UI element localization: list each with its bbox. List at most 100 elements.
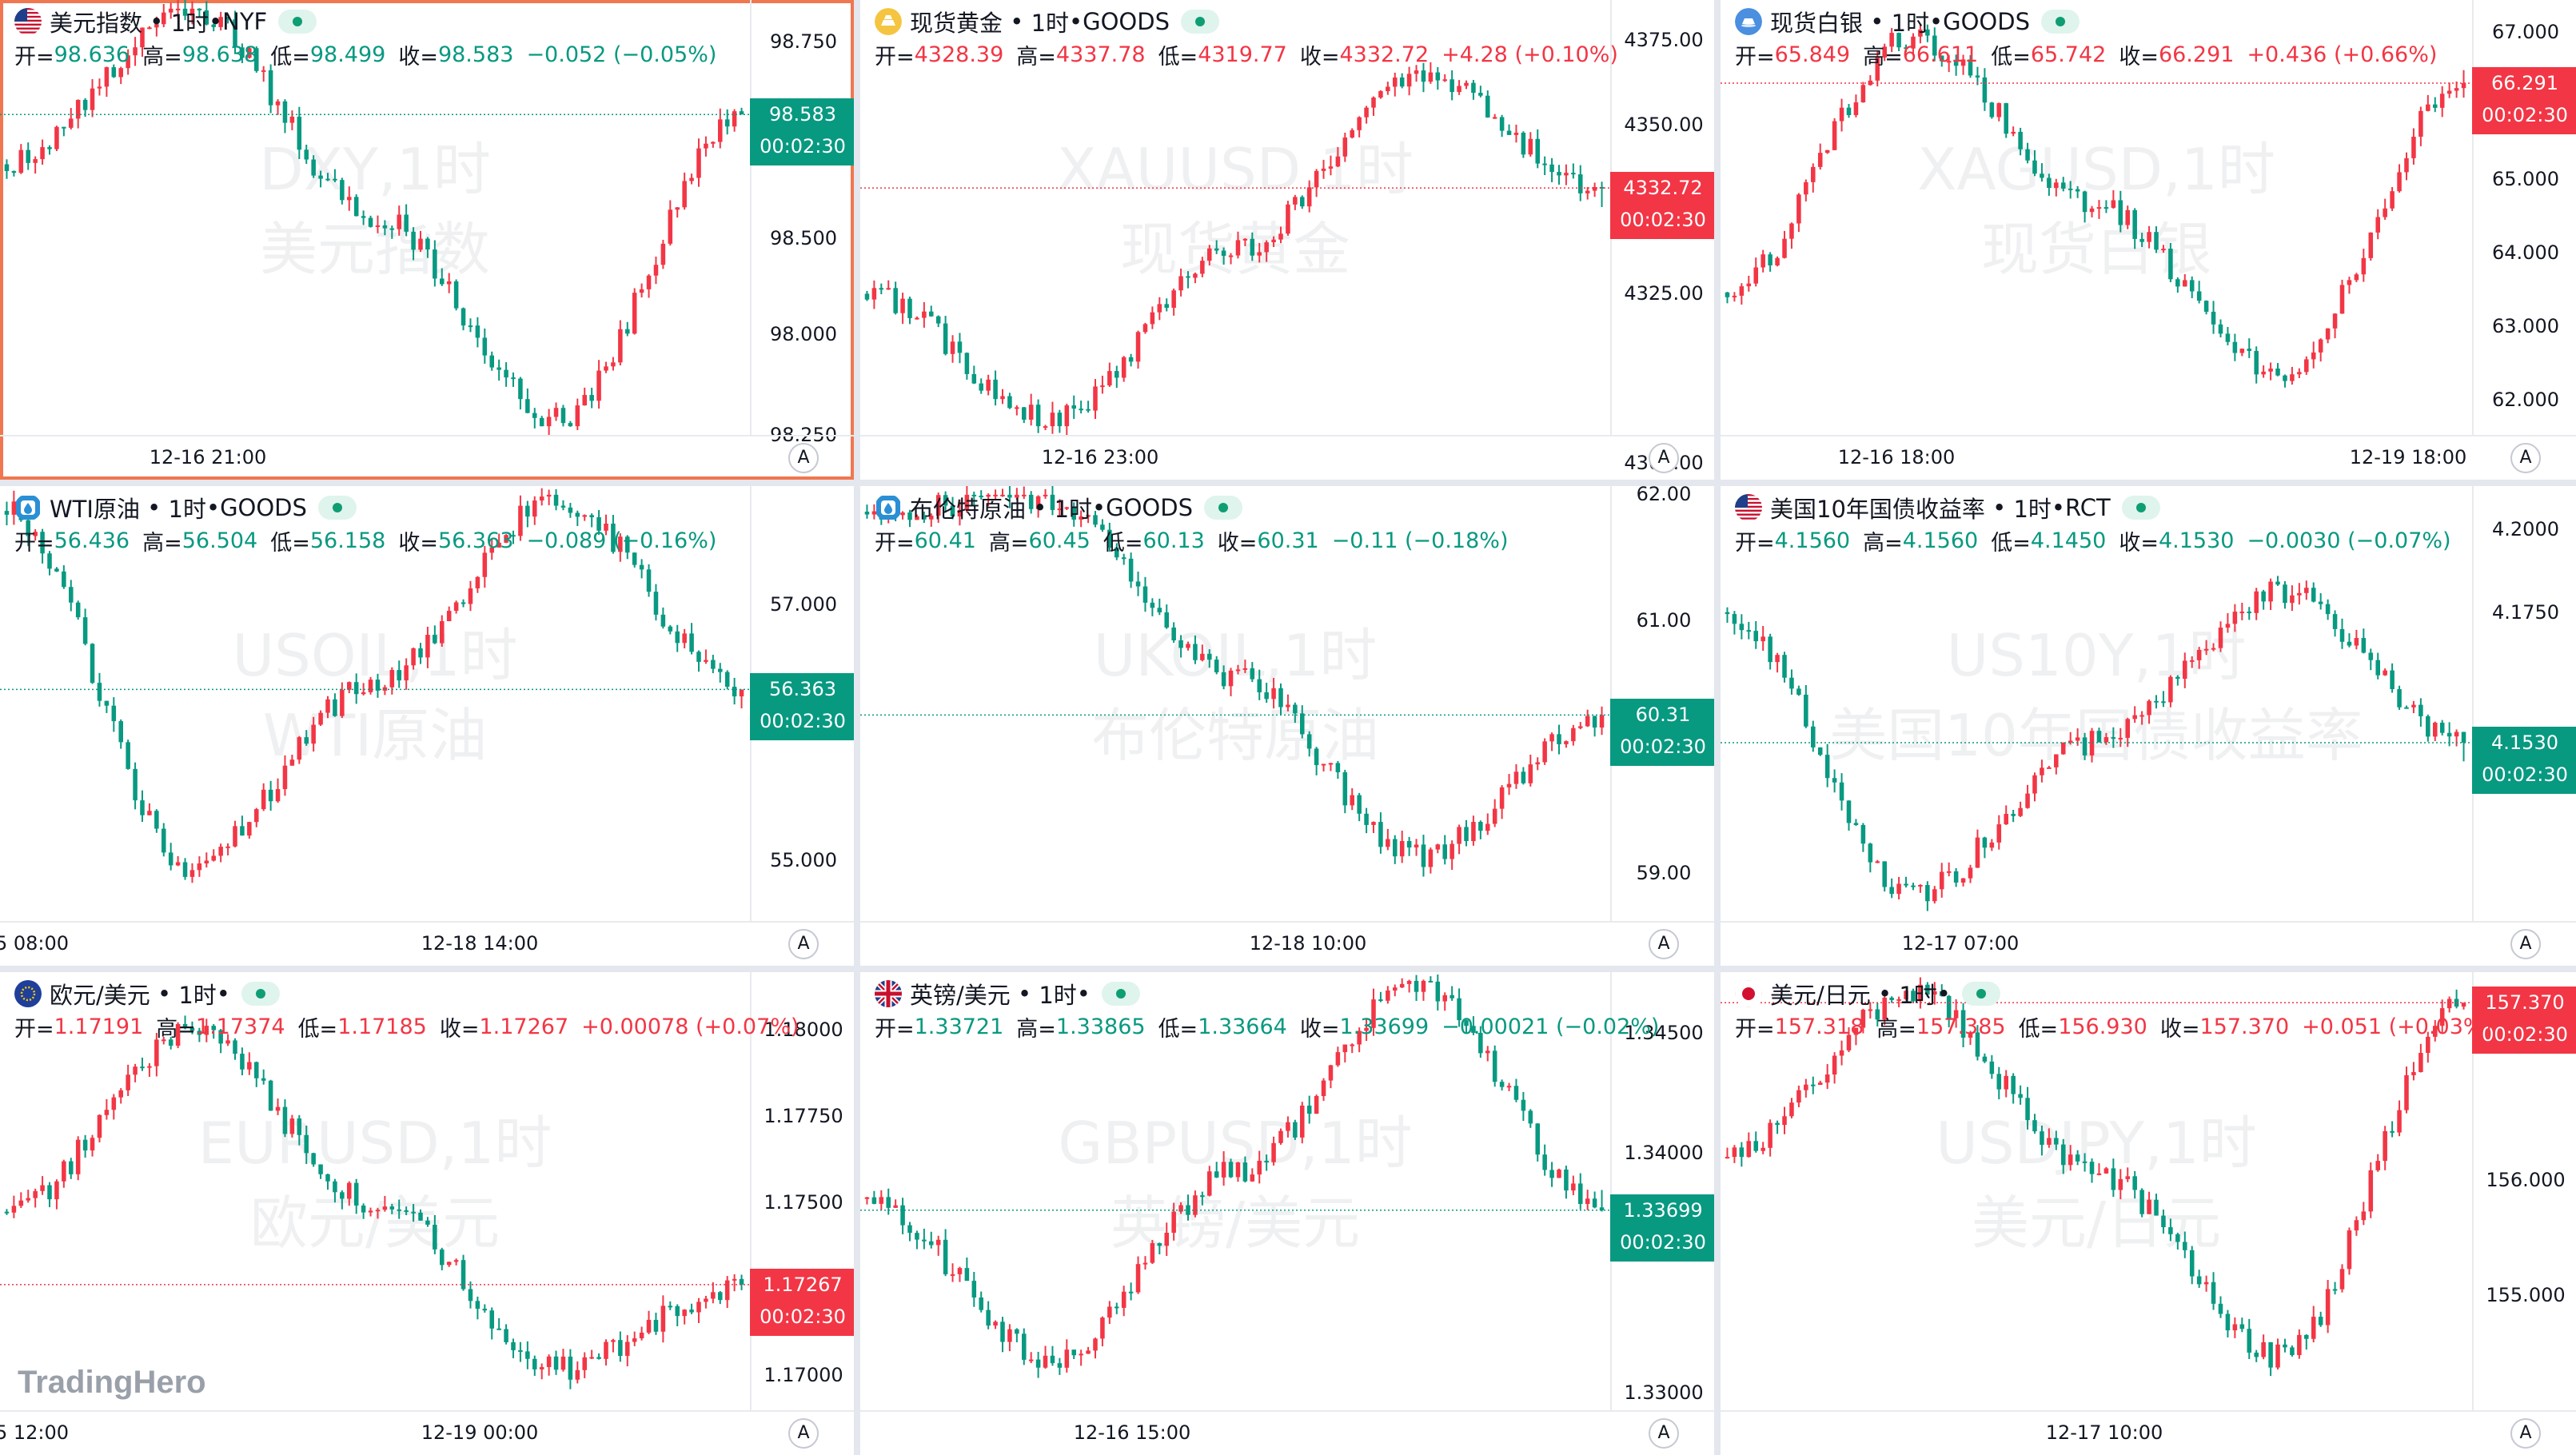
candlestick-plot[interactable] bbox=[0, 486, 750, 921]
symbol-title-row[interactable]: 布伦特原油 • 1时 • GOODS bbox=[875, 491, 1508, 524]
symbol-header[interactable]: 美国10年国债收益率 • 1时 • RCT 开= 4.1560 高= 4.1560 … bbox=[1735, 491, 2451, 556]
candle bbox=[2047, 766, 2052, 769]
ohlc-row: 开= 1.17191 高= 1.17374 低= 1.17185 收= 1.17267 … bbox=[14, 1011, 799, 1042]
symbol-title-row[interactable]: 现货白银 • 1时 • GOODS bbox=[1735, 5, 2437, 38]
candle bbox=[871, 280, 877, 309]
time-axis[interactable]: 12-17 10:00 A bbox=[1721, 1410, 2576, 1455]
interval-label[interactable]: 1时 bbox=[1891, 10, 1930, 37]
symbol-title-row[interactable]: WTI原油 • 1时 • GOODS bbox=[14, 491, 716, 524]
symbol-title-row[interactable]: 美元/日元 • 1时 • bbox=[1735, 977, 2492, 1011]
chart-panel[interactable]: USOIL,1时 WTI原油 WTI原油 • 1时 • GOODS 开= 56.43… bbox=[0, 486, 854, 966]
candle bbox=[1278, 683, 1283, 716]
auto-scale-button[interactable]: A bbox=[1649, 929, 1679, 959]
symbol-name[interactable]: 美元/日元 bbox=[1770, 982, 1871, 1009]
candle bbox=[1214, 656, 1219, 675]
time-axis[interactable]: 12-16 18:00 12-19 18:00 A bbox=[1721, 435, 2576, 480]
symbol-name[interactable]: 布伦特原油 bbox=[910, 496, 1027, 523]
symbol-title-row[interactable]: 现货黄金 • 1时 • GOODS bbox=[875, 5, 1618, 38]
auto-scale-button[interactable]: A bbox=[2510, 443, 2541, 473]
candle bbox=[140, 790, 145, 823]
candlestick-plot[interactable] bbox=[0, 972, 750, 1410]
interval-label[interactable]: 1时 bbox=[178, 982, 217, 1009]
time-axis[interactable]: 12-16 21:00 A bbox=[0, 435, 854, 480]
auto-scale-button[interactable]: A bbox=[788, 929, 819, 959]
time-axis[interactable]: 5 08:00 12-18 14:00 A bbox=[0, 921, 854, 966]
auto-scale-button[interactable]: A bbox=[1649, 1418, 1679, 1449]
time-axis[interactable]: 5 12:00 12-19 00:00 A bbox=[0, 1410, 854, 1455]
chart-panel[interactable]: XAGUSD,1时 现货白银 现货白银 • 1时 • GOODS 开= 65.849… bbox=[1721, 0, 2576, 480]
candle bbox=[518, 1341, 523, 1362]
interval-label[interactable]: 1时 bbox=[1031, 10, 1070, 37]
time-axis[interactable]: 12-16 23:00 A bbox=[860, 435, 1714, 480]
time-axis[interactable]: 12-17 07:00 A bbox=[1721, 921, 2576, 966]
candlestick-plot[interactable] bbox=[1721, 0, 2472, 435]
symbol-header[interactable]: 美元/日元 • 1时 • 开= 157.318 高= 157.385 低= 156.9… bbox=[1735, 977, 2492, 1042]
chart-panel[interactable]: US10Y,1时 美国10年国债收益率 美国10年国债收益率 • 1时 • RCT… bbox=[1721, 486, 2576, 966]
interval-label[interactable]: 1时 bbox=[1054, 496, 1093, 523]
chart-panel[interactable]: UKOIL,1时 布伦特原油 布伦特原油 • 1时 • GOODS 开= 60.41… bbox=[860, 486, 1714, 966]
candle bbox=[1071, 1349, 1076, 1359]
symbol-title-row[interactable]: 英镑/美元 • 1时 • bbox=[875, 977, 1659, 1011]
symbol-name[interactable]: 现货黄金 bbox=[910, 10, 1003, 37]
symbol-title-row[interactable]: 美元指数 • 1时 • NYF bbox=[14, 5, 716, 38]
price-axis[interactable]: 1.34500 1.34000 1.33000 1.33699 00:02:30 bbox=[1610, 972, 1714, 1410]
price-axis[interactable]: 98.750 98.500 98.250 98.000 98.583 00:02:30 bbox=[750, 0, 854, 446]
symbol-header[interactable]: 布伦特原油 • 1时 • GOODS 开= 60.41 高= 60.45 低= 60.… bbox=[875, 491, 1508, 556]
price-axis[interactable]: 67.000 65.000 64.000 63.000 62.000 66.291 00:0… bbox=[2472, 0, 2576, 435]
chart-panel[interactable]: USDJPY,1时 美元/日元 美元/日元 • 1时 • 开= 157.318 高=… bbox=[1721, 972, 2576, 1455]
interval-label[interactable]: 1时 bbox=[2013, 496, 2052, 523]
candle bbox=[418, 643, 423, 664]
candle bbox=[2411, 1062, 2416, 1081]
symbol-name[interactable]: 英镑/美元 bbox=[910, 982, 1011, 1009]
candle bbox=[1115, 543, 1119, 560]
candle bbox=[1868, 843, 1873, 873]
price-axis[interactable]: 57.000 55.000 56.363 00:02:30 bbox=[750, 486, 854, 921]
auto-scale-button[interactable]: A bbox=[788, 443, 819, 473]
interval-label[interactable]: 1时 bbox=[1039, 982, 1077, 1009]
auto-scale-button[interactable]: A bbox=[1649, 443, 1679, 473]
candlestick-plot[interactable] bbox=[1721, 486, 2472, 921]
candle bbox=[218, 843, 223, 863]
time-axis[interactable]: 12-16 15:00 A bbox=[860, 1410, 1714, 1455]
symbol-name[interactable]: 现货白银 bbox=[1770, 10, 1864, 37]
symbol-header[interactable]: WTI原油 • 1时 • GOODS 开= 56.436 高= 56.504 低= 5… bbox=[14, 491, 716, 556]
symbol-name[interactable]: WTI原油 bbox=[50, 496, 140, 523]
chart-panel[interactable]: DXY,1时 美元指数 美元指数 • 1时 • NYF 开= 98.636 高= 98… bbox=[0, 0, 854, 480]
market-status-icon bbox=[241, 982, 280, 1006]
price-axis[interactable]: 4375.004350.004325.004300.004275.004332.… bbox=[1610, 0, 1714, 474]
auto-scale-button[interactable]: A bbox=[788, 1418, 819, 1449]
candle bbox=[1286, 1116, 1290, 1138]
symbol-header[interactable]: 欧元/美元 • 1时 • 开= 1.17191 高= 1.17374 低= 1.171… bbox=[14, 977, 799, 1042]
candlestick-plot[interactable] bbox=[0, 0, 750, 435]
time-axis[interactable]: 12-18 10:00 A bbox=[860, 921, 1714, 966]
symbol-name[interactable]: 美国10年国债收益率 bbox=[1770, 496, 1985, 523]
symbol-name[interactable]: 美元指数 bbox=[50, 10, 143, 37]
candlestick-plot[interactable] bbox=[860, 972, 1610, 1410]
candle bbox=[1435, 843, 1441, 854]
symbol-header[interactable]: 现货黄金 • 1时 • GOODS 开= 4328.39 高= 4337.78 低=… bbox=[875, 5, 1618, 70]
auto-scale-button[interactable]: A bbox=[2510, 1418, 2541, 1449]
interval-label[interactable]: 1时 bbox=[168, 496, 206, 523]
chart-panel[interactable]: GBPUSD,1时 英镑/美元 英镑/美元 • 1时 • 开= 1.33721 高=… bbox=[860, 972, 1714, 1455]
candle bbox=[2318, 592, 2323, 610]
candlestick-plot[interactable] bbox=[860, 0, 1610, 435]
symbol-title-row[interactable]: 美国10年国债收益率 • 1时 • RCT bbox=[1735, 491, 2451, 524]
symbol-header[interactable]: 美元指数 • 1时 • NYF 开= 98.636 高= 98.638 低= 98.4… bbox=[14, 5, 716, 70]
chart-panel[interactable]: XAUUSD,1时 现货黄金 现货黄金 • 1时 • GOODS 开= 4328.3… bbox=[860, 0, 1714, 480]
price-axis[interactable]: 62.00 61.00 59.00 60.31 00:02:30 bbox=[1610, 486, 1714, 921]
symbol-title-row[interactable]: 欧元/美元 • 1时 • bbox=[14, 977, 799, 1011]
symbol-name[interactable]: 欧元/美元 bbox=[50, 982, 150, 1009]
symbol-header[interactable]: 英镑/美元 • 1时 • 开= 1.33721 高= 1.33865 低= 1.336… bbox=[875, 977, 1659, 1042]
price-axis[interactable]: 156.000 155.000 157.370 00:02:30 bbox=[2472, 972, 2576, 1410]
auto-scale-button[interactable]: A bbox=[2510, 929, 2541, 959]
candle bbox=[711, 141, 716, 148]
price-axis[interactable]: 1.18000 1.17750 1.17500 1.17000 1.17267 00:02… bbox=[750, 972, 854, 1410]
chart-panel[interactable]: EURUSD,1时 欧元/美元 欧元/美元 • 1时 • 开= 1.17191 高=… bbox=[0, 972, 854, 1455]
candlestick-plot[interactable] bbox=[1721, 972, 2472, 1410]
candlestick-plot[interactable] bbox=[860, 486, 1610, 921]
interval-label[interactable]: 1时 bbox=[1899, 982, 1937, 1009]
interval-label[interactable]: 1时 bbox=[170, 10, 209, 37]
symbol-header[interactable]: 现货白银 • 1时 • GOODS 开= 65.849 高= 66.611 低= 65… bbox=[1735, 5, 2437, 70]
candle bbox=[993, 1320, 998, 1329]
